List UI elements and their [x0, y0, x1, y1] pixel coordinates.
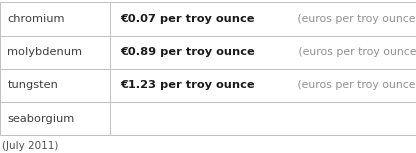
Text: €0.07 per troy ounce: €0.07 per troy ounce: [121, 14, 255, 24]
Text: (euros per troy ounce): (euros per troy ounce): [294, 14, 416, 24]
Text: tungsten: tungsten: [7, 80, 58, 90]
Text: (July 2011): (July 2011): [2, 141, 59, 151]
Text: chromium: chromium: [7, 14, 65, 24]
Text: (euros per troy ounce): (euros per troy ounce): [295, 47, 416, 57]
Text: €0.89 per troy ounce: €0.89 per troy ounce: [121, 47, 255, 57]
Text: (euros per troy ounce): (euros per troy ounce): [295, 80, 416, 90]
Text: seaborgium: seaborgium: [7, 114, 75, 124]
Text: molybdenum: molybdenum: [7, 47, 82, 57]
Text: €1.23 per troy ounce: €1.23 per troy ounce: [121, 80, 255, 90]
Bar: [0, 2, 416, 135]
